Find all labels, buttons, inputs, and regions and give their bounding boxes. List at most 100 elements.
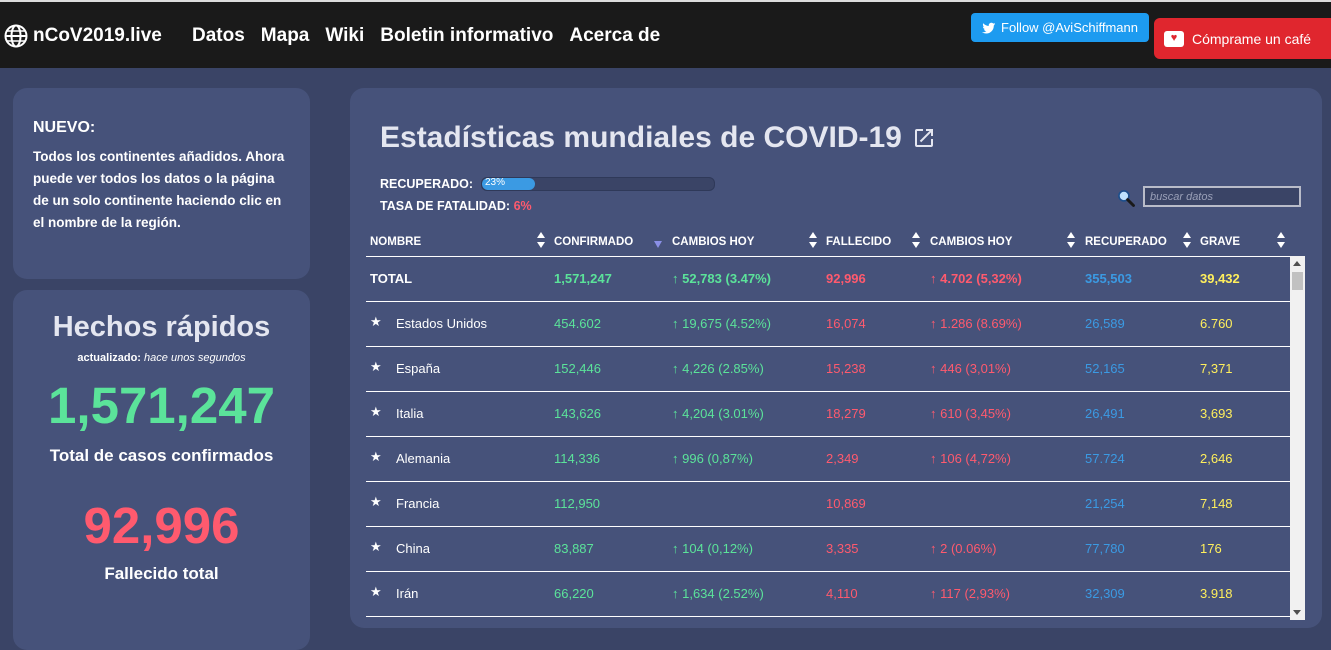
cell-serious: 3,693 [1200, 406, 1233, 421]
updated-timestamp: actualizado: hace unos segundos [13, 352, 310, 364]
cell-country[interactable]: Estados Unidos [396, 316, 488, 331]
star-icon[interactable]: ★ [370, 494, 382, 509]
total-deaths-number: 92,996 [83, 497, 240, 554]
cell-death-change: ↑ 610 (3,45%) [930, 406, 1011, 421]
header-confirmado[interactable]: CONFIRMADO [554, 236, 634, 248]
fatality-rate: TASA DE FATALIDAD: 6% [380, 199, 532, 213]
table-row[interactable]: ★ Italia 143,626 ↑ 4,204 (3.01%) 18,279 … [366, 391, 1294, 437]
scroll-thumb[interactable] [1292, 272, 1303, 290]
cell-serious: 7,371 [1200, 361, 1233, 376]
header-cambios-hoy-deaths[interactable]: CAMBIOS HOY [930, 236, 1013, 248]
nav-link-mapa[interactable]: Mapa [260, 25, 310, 46]
recovered-progress-fill [482, 178, 536, 190]
recovered-label: RECUPERADO: [380, 177, 474, 191]
cell-confirmed: 112,950 [554, 496, 601, 511]
scroll-down-arrow-icon[interactable] [1293, 610, 1301, 615]
scroll-up-arrow-icon[interactable] [1293, 261, 1301, 266]
cell-death-change: ↑ 1.286 (8.69%) [930, 316, 1022, 331]
brand-link[interactable]: nCoV2019.live [4, 24, 162, 48]
cell-recovered: 355,503 [1085, 271, 1132, 286]
cell-deaths: 92,996 [826, 271, 866, 286]
header-nombre[interactable]: NOMBRE [370, 236, 422, 248]
total-confirmed-number: 1,571,247 [48, 377, 275, 434]
cell-deaths: 16,074 [826, 316, 866, 331]
cell-death-change: ↑ 106 (4,72%) [930, 451, 1011, 466]
sort-icon[interactable] [1182, 231, 1192, 249]
star-icon[interactable]: ★ [370, 359, 382, 374]
cell-deaths: 10,869 [826, 496, 866, 511]
table-row[interactable]: ★ China 83,887 ↑ 104 (0,12%) 3,335 ↑ 2 (… [366, 526, 1294, 572]
cell-deaths: 15,238 [826, 361, 866, 376]
page-title-text: Estadísticas mundiales de COVID-19 [380, 121, 902, 154]
cell-confirmed: 66,220 [554, 586, 594, 601]
cell-recovered: 57.724 [1085, 451, 1125, 466]
header-recuperado[interactable]: RECUPERADO [1085, 236, 1167, 248]
cell-country[interactable]: España [396, 361, 441, 376]
cell-name: TOTAL [370, 271, 413, 286]
twitter-follow-label: Follow @AviSchiffmann [1001, 20, 1138, 35]
buy-coffee-button[interactable]: ♥ Cómprame un café [1154, 18, 1331, 59]
cell-death-change: ↑ 446 (3,01%) [930, 361, 1011, 376]
cell-confirmed: 454.602 [554, 316, 601, 331]
fatality-rate-label: TASA DE FATALIDAD: [380, 199, 511, 213]
cell-country[interactable]: China [396, 541, 430, 556]
table-row[interactable]: ★ Estados Unidos 454.602 ↑ 19,675 (4.52%… [366, 301, 1294, 347]
cell-country[interactable]: Francia [396, 496, 440, 511]
header-grave[interactable]: GRAVE [1200, 236, 1241, 248]
star-icon[interactable]: ★ [370, 449, 382, 464]
sort-icon[interactable] [1276, 231, 1286, 249]
table-row[interactable]: ★ Alemania 114,336 ↑ 996 (0,87%) 2,349 ↑… [366, 436, 1294, 482]
recovered-progress-bar: 23% [481, 177, 715, 191]
cell-serious: 3.918 [1200, 586, 1233, 601]
quick-facts-title: Hechos rápidos [52, 311, 271, 343]
twitter-follow-button[interactable]: Follow @AviSchiffmann [971, 13, 1149, 42]
cell-country[interactable]: Alemania [396, 451, 451, 466]
updated-prefix: actualizado: [77, 352, 141, 364]
nav-link-boletin[interactable]: Boletin informativo [380, 25, 554, 46]
page-title: Estadísticas mundiales de COVID-19 [380, 121, 936, 155]
sort-icon[interactable] [911, 231, 921, 249]
sort-icon[interactable] [1066, 231, 1076, 249]
cell-confirmed: 1,571,247 [554, 271, 612, 286]
cell-change: ↑ 4,204 (3.01%) [672, 406, 764, 421]
cell-change: ↑ 4,226 (2.85%) [672, 361, 764, 376]
nav-link-wiki[interactable]: Wiki [325, 25, 365, 46]
stats-table: NOMBRE CONFIRMADO CAMBIOS HOY FALLECIDO … [366, 228, 1306, 628]
search-icon [1118, 190, 1135, 207]
cell-country[interactable]: Irán [396, 586, 419, 601]
news-card: NUEVO: Todos los continentes añadidos. A… [13, 88, 310, 279]
table-row[interactable]: ★ España 152,446 ↑ 4,226 (2.85%) 15,238 … [366, 346, 1294, 392]
cell-confirmed: 143,626 [554, 406, 601, 421]
table-row[interactable]: ★ Irán 66,220 ↑ 1,634 (2.52%) 4,110 ↑ 11… [366, 571, 1294, 617]
star-icon[interactable]: ★ [370, 584, 382, 599]
navbar: nCoV2019.live Datos Mapa Wiki Boletin in… [0, 0, 1331, 68]
nav-link-datos[interactable]: Datos [192, 25, 245, 46]
header-fallecido[interactable]: FALLECIDO [826, 236, 892, 248]
cell-serious: 176 [1200, 541, 1222, 556]
cell-serious: 39,432 [1200, 271, 1240, 286]
star-icon[interactable]: ★ [370, 404, 382, 419]
coffee-cup-icon: ♥ [1164, 30, 1184, 47]
cell-death-change: ↑ 2 (0.06%) [930, 541, 997, 556]
sort-desc-icon[interactable] [653, 231, 663, 249]
search-input[interactable] [1143, 186, 1301, 207]
star-icon[interactable]: ★ [370, 539, 382, 554]
star-icon[interactable]: ★ [370, 314, 382, 329]
cell-death-change: ↑ 4.702 (5,32%) [930, 271, 1022, 286]
sort-icon[interactable] [808, 231, 818, 249]
nav-link-acerca[interactable]: Acerca de [569, 25, 661, 46]
table-scrollbar[interactable] [1290, 256, 1305, 620]
cell-recovered: 21,254 [1085, 496, 1125, 511]
sort-icon[interactable] [536, 231, 546, 249]
cell-country[interactable]: Italia [396, 406, 424, 421]
cell-death-change: ↑ 117 (2,93%) [930, 586, 1010, 601]
table-row[interactable]: ★ Francia 112,950 10,869 21,254 7,148 [366, 481, 1294, 527]
news-title: NUEVO: [33, 119, 96, 136]
cell-confirmed: 152,446 [554, 361, 601, 376]
nav-links: Datos Mapa Wiki Boletin informativo Acer… [192, 25, 676, 47]
fatality-rate-value: 6% [513, 199, 532, 213]
header-cambios-hoy[interactable]: CAMBIOS HOY [672, 236, 755, 248]
total-deaths-label: Fallecido total [104, 564, 219, 583]
cell-serious: 2,646 [1200, 451, 1233, 466]
external-link-icon[interactable] [912, 126, 936, 150]
